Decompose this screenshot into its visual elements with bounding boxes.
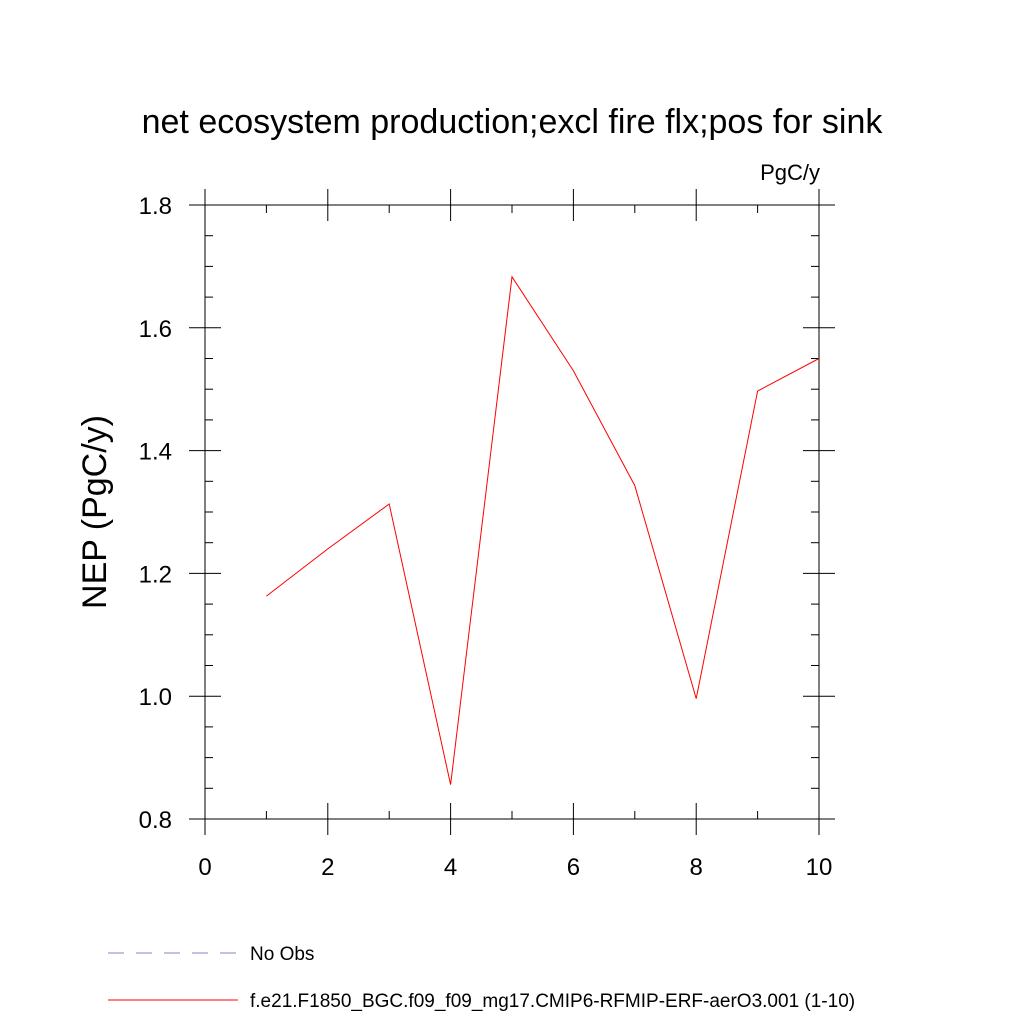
x-tick-label: 4	[444, 854, 457, 881]
x-tick-label: 6	[567, 854, 580, 881]
y-tick-label: 1.4	[139, 439, 172, 466]
x-tick-label: 10	[806, 854, 833, 881]
y-tick-label: 1.0	[139, 684, 172, 711]
legend-label: f.e21.F1850_BGC.f09_f09_mg17.CMIP6-RFMIP…	[250, 991, 855, 1012]
y-tick-label: 0.8	[139, 807, 172, 834]
units-label: PgC/y	[760, 160, 820, 185]
legend: No Obs f.e21.F1850_BGC.f09_f09_mg17.CMIP6…	[108, 944, 855, 1012]
y-tick-label: 1.2	[139, 561, 172, 588]
y-tick-label: 1.8	[139, 193, 172, 220]
y-tick-label: 1.6	[139, 316, 172, 343]
x-tick-label: 0	[198, 854, 211, 881]
tick-labels: 0 2 4 6 8 10 0.8 1.0 1.2 1.4 1.6 1.8	[139, 193, 833, 881]
series-line	[266, 275, 820, 785]
plot-frame	[204, 204, 820, 820]
legend-label: No Obs	[250, 944, 314, 965]
x-tick-label: 8	[690, 854, 703, 881]
series-lines	[266, 275, 820, 785]
chart-title: net ecosystem production;excl fire flx;p…	[142, 103, 884, 141]
y-axis-label: NEP (PgC/y)	[76, 415, 114, 609]
x-tick-label: 2	[321, 854, 334, 881]
axis-ticks	[189, 189, 835, 835]
